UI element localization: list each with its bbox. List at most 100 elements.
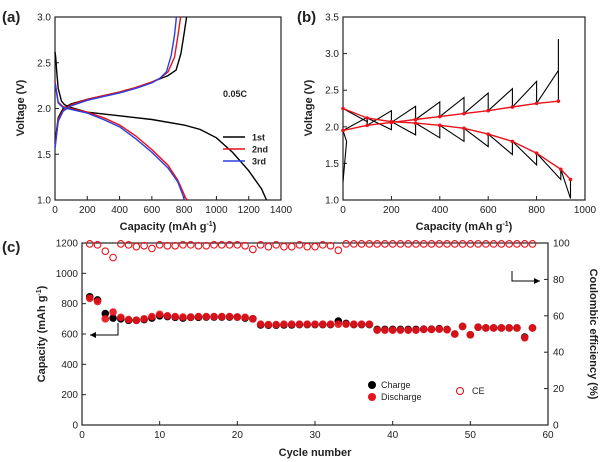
ce-point (513, 240, 521, 248)
discharge-point (233, 313, 242, 321)
y-tick-label: 1200 (56, 239, 79, 250)
x-tick-label: 10 (154, 430, 166, 441)
relaxed-discharge-point (568, 177, 573, 182)
discharge-point (210, 312, 218, 321)
panel-c: (c) 0 10 20 30 40 50 60 020040060080010001200 … (2, 239, 599, 460)
ce-point (194, 241, 203, 250)
discharge-point (241, 313, 249, 322)
ce-point (256, 240, 265, 249)
panel-a-label: (a) (2, 9, 20, 26)
panel-c-right-y-ticks: 0 20 40 60 80 100 (544, 239, 570, 432)
y-tick-label: 2.0 (37, 104, 51, 115)
discharge-point (264, 320, 273, 329)
discharge-point (482, 324, 490, 332)
y-tick-label: 3.0 (325, 49, 339, 60)
x-tick-label: 200 (79, 205, 96, 216)
ce-point (373, 240, 381, 248)
left-axis-arrow-head (90, 332, 96, 338)
ce-point (349, 240, 358, 248)
x-tick-label: 400 (111, 205, 128, 216)
discharge-point (381, 326, 389, 335)
ce-point (482, 240, 490, 248)
panel-c-points (85, 240, 537, 342)
right-y-tick-label: 40 (553, 348, 565, 359)
ce-point (280, 242, 288, 251)
relaxed-discharge-point (510, 139, 515, 144)
ce-point (233, 240, 242, 249)
series-2nd-discharge-line (54, 80, 188, 201)
y-tick-label: 1.0 (325, 196, 339, 207)
legend-1st-label: 1st (252, 133, 265, 143)
panel-b-label: (b) (297, 9, 316, 26)
discharge-point (194, 312, 203, 321)
ce-point (217, 240, 226, 249)
series-2nd-charge-line (54, 16, 182, 147)
ce-point (225, 240, 234, 249)
ce-point (412, 240, 420, 248)
relaxed-charge-point (462, 111, 466, 116)
y-tick-label: 600 (61, 330, 78, 341)
x-tick-label: 1000 (205, 205, 228, 216)
panel-c-x-ticks: 0 10 20 30 40 50 60 (79, 421, 554, 441)
discharge-point (148, 312, 156, 321)
panel-a-legend: 1st 2nd 3rd (223, 133, 268, 167)
x-tick-label: 20 (232, 430, 244, 441)
panel-a-x-ticks: 0 200 400 600 800 1000 1200 1400 (52, 196, 293, 216)
y-tick-label: 2.5 (325, 86, 339, 97)
discharge-point (466, 330, 475, 339)
ce-point (179, 240, 187, 249)
y-tick-label: 200 (61, 390, 78, 401)
ce-point (450, 240, 459, 248)
ce-point (435, 240, 444, 248)
x-tick-label: 1400 (270, 205, 293, 216)
panel-c-x-axis-title: Cycle number (279, 447, 352, 459)
ce-point (505, 240, 514, 248)
ce-point (318, 240, 327, 249)
relaxed-charge-line (342, 100, 559, 132)
x-tick-label: 800 (528, 205, 545, 216)
legend-discharge-marker (368, 393, 376, 401)
ce-point (381, 240, 389, 248)
ce-point (132, 242, 141, 251)
relaxed-charge-point (438, 114, 442, 119)
panel-b-x-axis-title: Capacity (mAh g-1) (416, 221, 513, 233)
discharge-point (489, 324, 498, 332)
legend-discharge-label: Discharge (381, 392, 422, 402)
x-tick-label: 1200 (238, 205, 261, 216)
relaxed-discharge-point (389, 119, 394, 124)
series-3rd-discharge-line (54, 82, 185, 201)
discharge-point (520, 333, 529, 342)
gitt-charge-line (342, 39, 559, 182)
ce-point (388, 240, 397, 248)
relaxed-discharge-point (534, 151, 539, 155)
ce-point (186, 240, 195, 249)
ce-point (287, 242, 296, 251)
legend-ce-label: CE (472, 386, 485, 396)
ce-point (489, 240, 498, 248)
gitt-discharge-line (342, 108, 572, 199)
discharge-point (124, 315, 133, 324)
ce-point (404, 240, 413, 248)
discharge-point (218, 312, 226, 321)
relaxed-discharge-point (559, 167, 563, 172)
legend-2nd-label: 2nd (252, 145, 268, 155)
relaxed-charge-point (365, 123, 370, 128)
ce-point (148, 244, 156, 253)
legend-charge-marker (368, 381, 376, 389)
ce-point (303, 242, 312, 251)
ce-point (210, 240, 218, 249)
ce-point (419, 240, 428, 248)
discharge-point (117, 313, 125, 322)
ce-point (124, 240, 133, 249)
ce-point (116, 240, 125, 248)
discharge-point (357, 320, 366, 328)
panel-c-frame (81, 242, 549, 426)
ce-point (365, 240, 374, 248)
legend-3rd-label: 3rd (252, 157, 266, 167)
y-tick-label: 3.5 (325, 13, 339, 24)
y-tick-label: 1.5 (37, 150, 51, 161)
panel-b: (b) 0 200 400 600 800 1000 1.0 1.5 2.0 2.5 3.0 3.5… (297, 9, 597, 233)
discharge-point (225, 312, 234, 321)
discharge-point (326, 320, 335, 328)
ce-point (466, 240, 475, 248)
